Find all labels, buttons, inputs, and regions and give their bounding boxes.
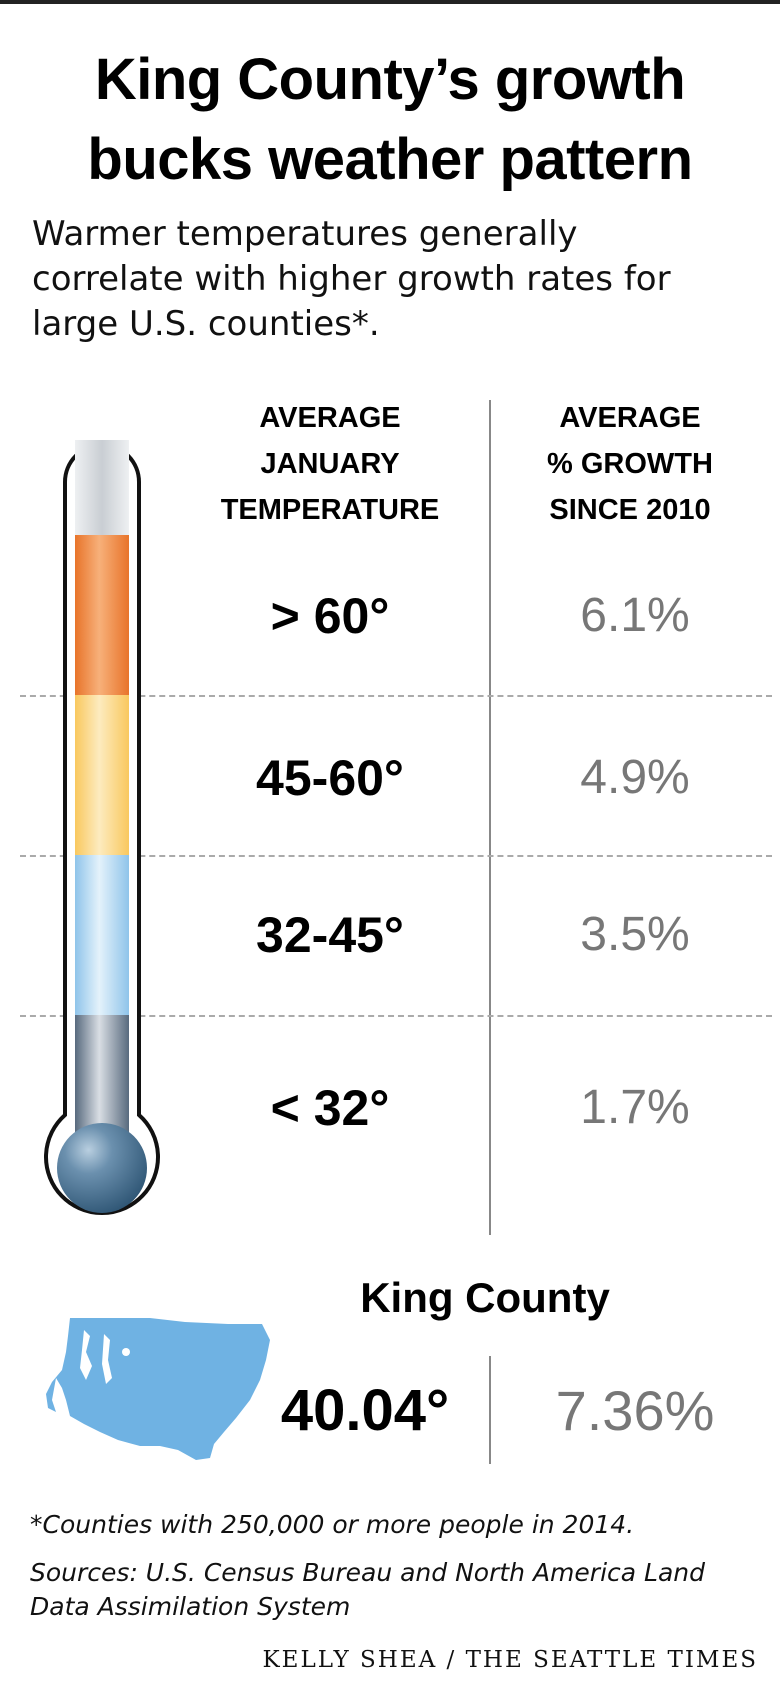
lake-washington <box>102 1334 112 1384</box>
row-separator <box>20 1015 772 1017</box>
chart-title: King County’s growth bucks weather patte… <box>0 40 780 200</box>
sources-line-1: Sources: U.S. Census Bureau and North Am… <box>30 1558 705 1587</box>
subtitle-line-2: correlate with higher growth rates for <box>32 259 671 299</box>
lake-sammamish <box>122 1348 130 1356</box>
row-separator <box>20 855 772 857</box>
growth-value-row-2: 4.9% <box>580 751 690 804</box>
thermometer-bulb <box>57 1123 147 1213</box>
growth-value-row-4: 1.7% <box>580 1081 690 1134</box>
row-separator <box>20 695 772 697</box>
puget-sound-inlet <box>80 1330 92 1380</box>
temperature-header-line: JANUARY <box>260 448 400 480</box>
subtitle-line-3: large U.S. counties*. <box>32 304 380 344</box>
king-county-label: King County <box>360 1274 610 1321</box>
subtitle-line-1: Warmer temperatures generally <box>32 214 578 254</box>
growth-header-line: % GROWTH <box>547 448 713 480</box>
thermometer-band-orange <box>75 535 129 695</box>
footnote: *Counties with 250,000 or more people in… <box>30 1510 635 1539</box>
growth-header-line: SINCE 2010 <box>549 494 711 526</box>
temperature-label-row-1: > 60° <box>270 588 390 644</box>
king-county-divider <box>489 1356 491 1464</box>
temperature-column-header: AVERAGE JANUARY TEMPERATURE <box>195 395 465 533</box>
temperature-label-row-4: < 32° <box>270 1080 390 1136</box>
top-rule <box>0 0 780 4</box>
title-line-2: bucks weather pattern <box>87 127 693 192</box>
column-divider <box>489 400 491 1235</box>
thermometer-band-yellow <box>75 695 129 855</box>
byline-credit: KELLY SHEA / THE SEATTLE TIMES <box>262 1647 758 1673</box>
title-line-1: King County’s growth <box>94 47 686 112</box>
thermometer-band-grey <box>75 1015 129 1140</box>
growth-header-line: AVERAGE <box>559 402 701 434</box>
sources-line-2: Data Assimilation System <box>30 1592 351 1621</box>
growth-value-row-3: 3.5% <box>580 908 690 961</box>
temperature-label-row-2: 45-60° <box>256 750 404 806</box>
growth-value-row-1: 6.1% <box>580 589 690 642</box>
thermometer-top-glass <box>75 440 129 535</box>
king-county-growth: 7.36% <box>555 1379 715 1442</box>
thermometer-band-blue <box>75 855 129 1015</box>
temperature-header-line: AVERAGE <box>259 402 401 434</box>
king-county-map-shape <box>46 1318 270 1460</box>
temperature-label-row-3: 32-45° <box>256 907 404 963</box>
growth-column-header: AVERAGE % GROWTH SINCE 2010 <box>505 395 755 533</box>
king-county-temperature: 40.04° <box>280 1378 450 1443</box>
chart-subtitle: Warmer temperatures generally correlate … <box>32 212 752 347</box>
sources-note: Sources: U.S. Census Bureau and North Am… <box>30 1556 750 1624</box>
temperature-header-line: TEMPERATURE <box>220 494 440 526</box>
